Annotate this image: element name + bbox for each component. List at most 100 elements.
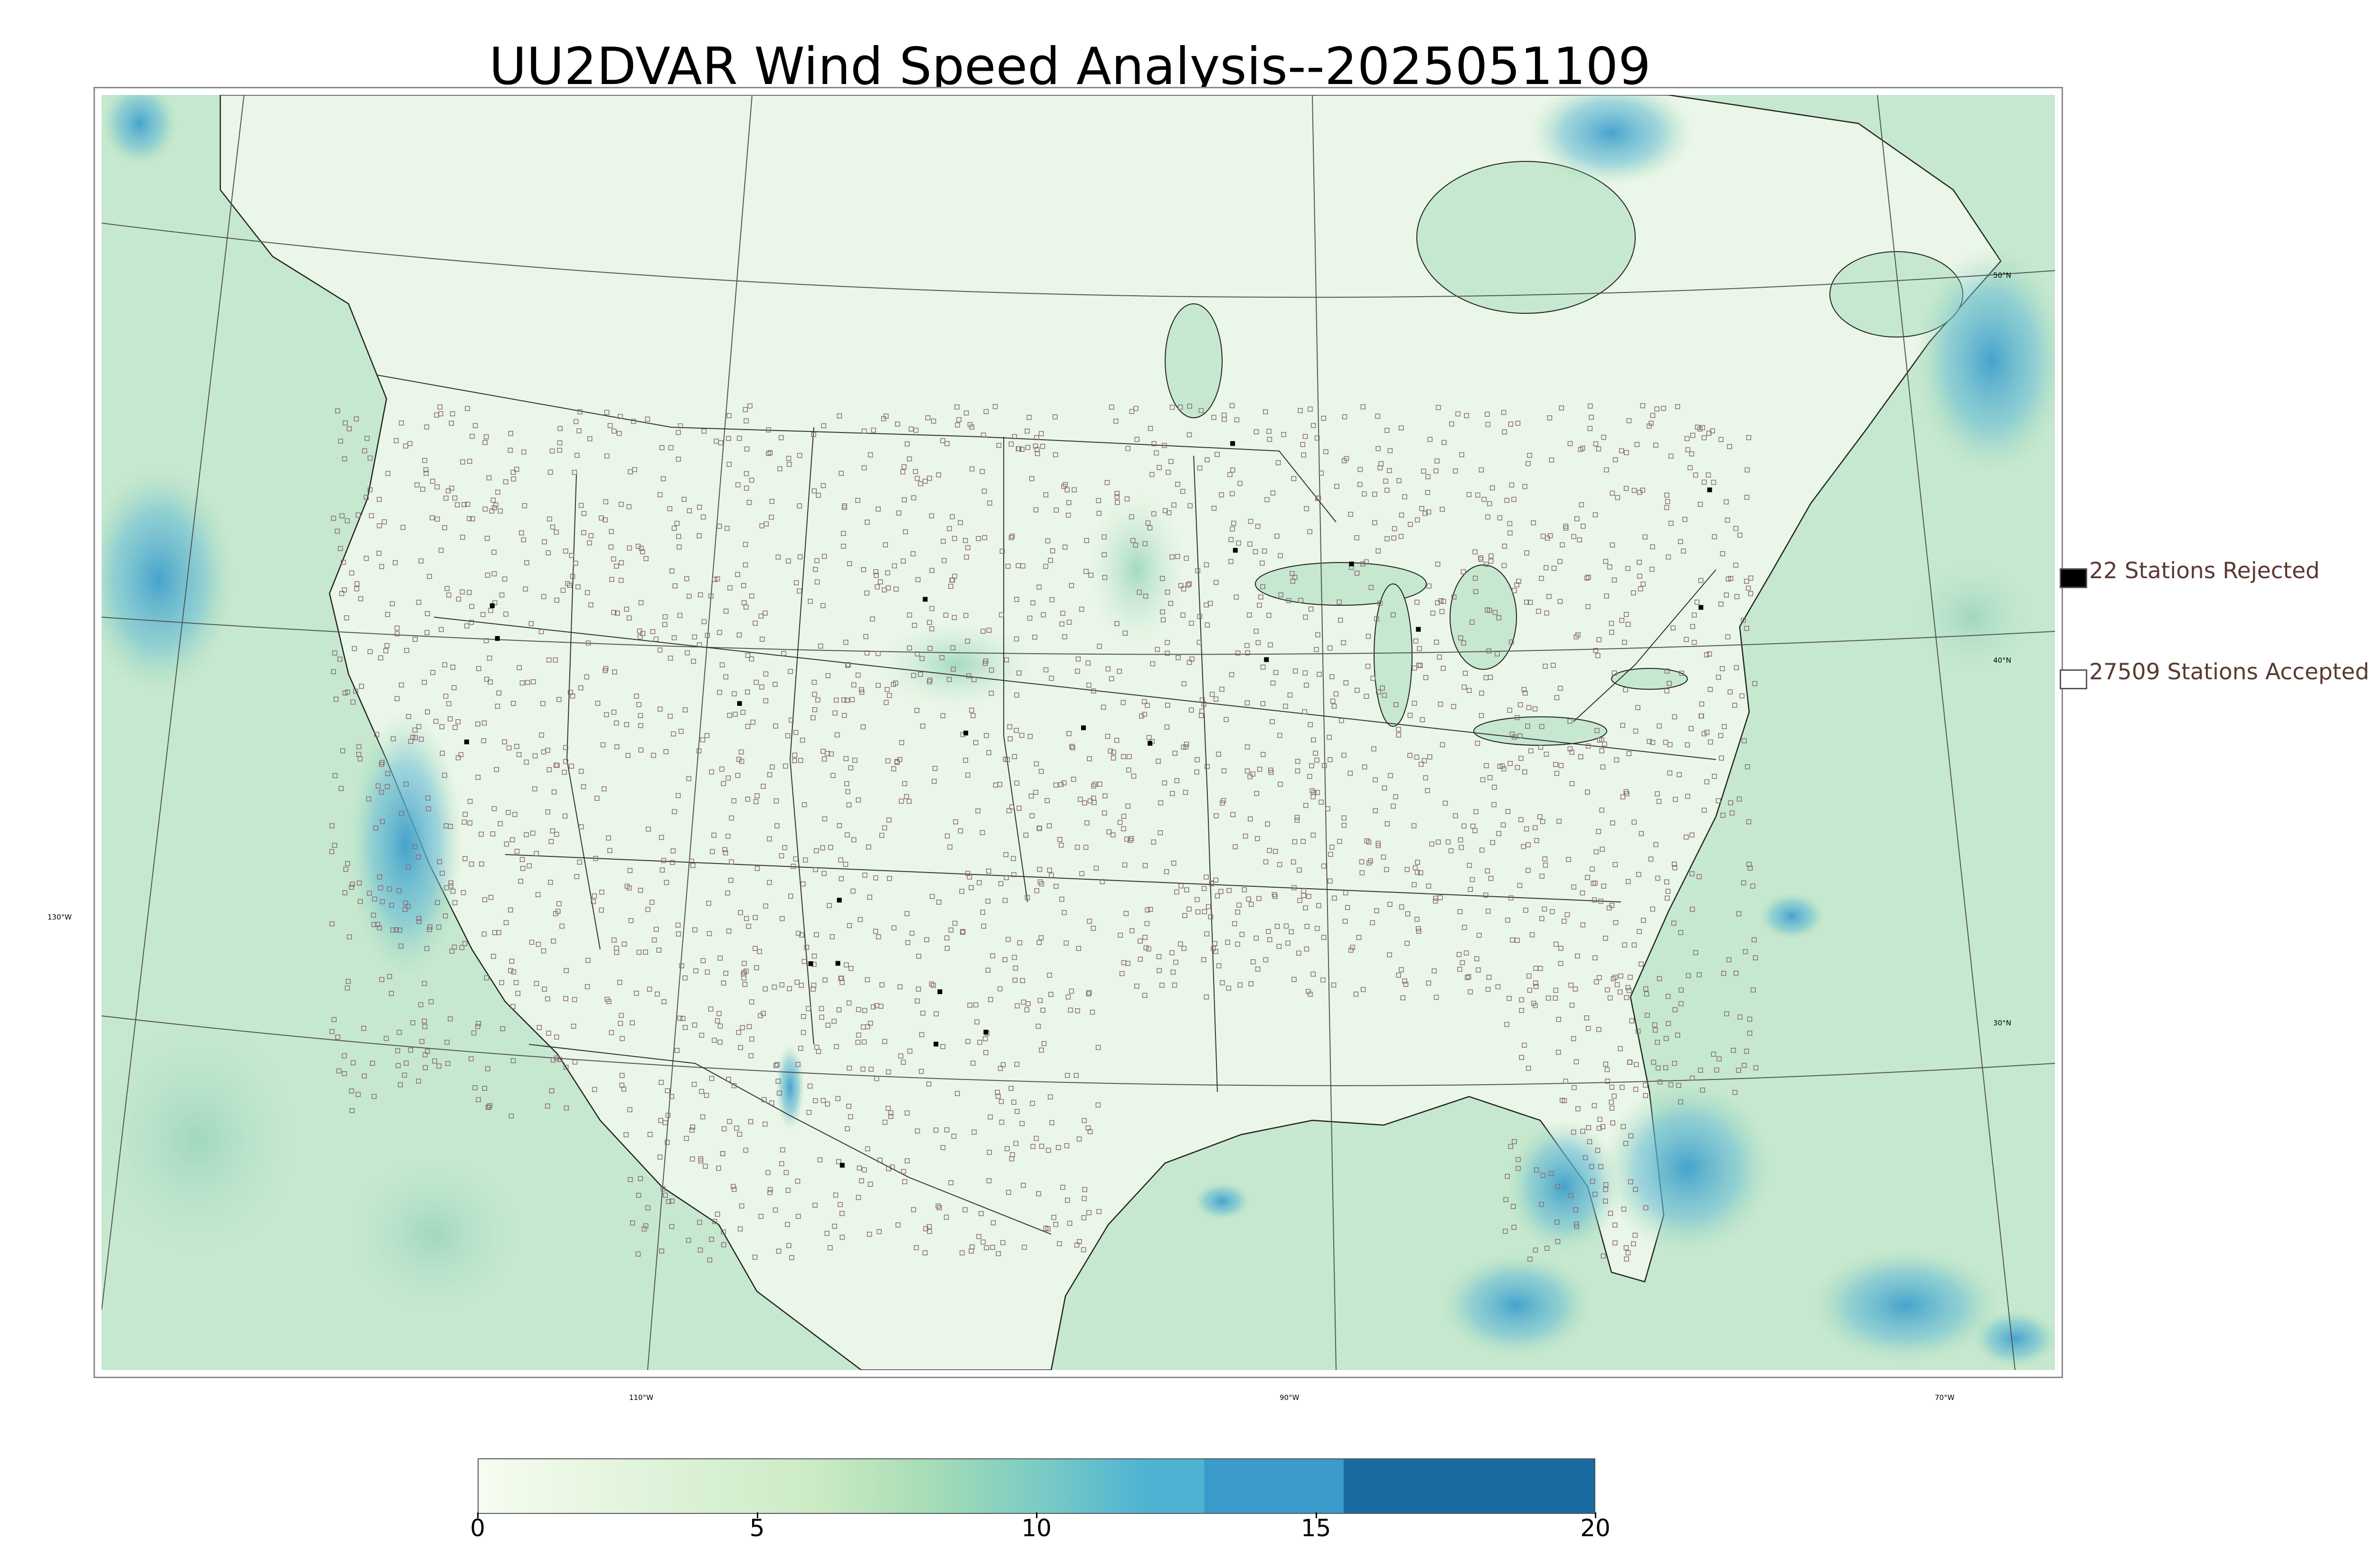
accepted-station-marker <box>935 1203 941 1209</box>
accepted-station-marker <box>462 502 467 507</box>
accepted-station-marker <box>1277 732 1282 738</box>
accepted-station-marker <box>1540 1173 1545 1178</box>
accepted-station-marker <box>1612 1222 1618 1228</box>
accepted-station-marker <box>767 880 772 885</box>
accepted-station-marker <box>855 672 861 678</box>
accepted-station-marker <box>1620 1085 1625 1090</box>
accepted-station-marker <box>709 1237 714 1242</box>
accepted-station-marker <box>999 612 1004 618</box>
accepted-station-marker <box>524 760 529 765</box>
accepted-station-marker <box>855 1040 861 1045</box>
accepted-station-marker <box>1014 1061 1019 1067</box>
accepted-station-marker <box>1372 520 1377 526</box>
accepted-station-marker <box>979 1211 984 1216</box>
accepted-station-marker <box>1181 681 1187 686</box>
accepted-station-marker <box>1727 689 1733 695</box>
accepted-station-marker <box>1268 767 1273 773</box>
accepted-station-marker <box>646 826 651 832</box>
accepted-station-marker <box>1321 864 1327 869</box>
accepted-station-marker <box>689 858 694 864</box>
accepted-station-marker <box>349 1088 354 1094</box>
accepted-station-marker <box>885 570 890 575</box>
accepted-station-marker <box>1030 1144 1036 1149</box>
accepted-station-marker <box>378 655 384 661</box>
lat-label-50n: 50°N <box>1993 271 2011 280</box>
accepted-station-marker <box>1146 946 1151 952</box>
accepted-station-marker <box>831 1018 837 1024</box>
accepted-station-marker <box>1508 895 1514 901</box>
accepted-station-marker <box>519 680 525 685</box>
accepted-station-marker <box>449 486 454 491</box>
accepted-station-marker <box>1065 487 1070 493</box>
accepted-station-marker <box>354 416 359 422</box>
accepted-station-marker <box>1253 549 1258 554</box>
accepted-station-marker <box>1596 1126 1602 1131</box>
accepted-station-marker <box>377 497 382 502</box>
accepted-station-marker <box>1004 657 1009 663</box>
accepted-station-marker <box>1075 656 1081 662</box>
accepted-station-marker <box>1724 517 1730 523</box>
accepted-station-marker <box>1013 1141 1018 1146</box>
accepted-station-marker <box>1165 640 1170 645</box>
accepted-station-marker <box>1664 668 1670 674</box>
accepted-station-marker <box>1746 585 1751 591</box>
accepted-station-marker <box>1292 839 1298 845</box>
accepted-station-marker <box>384 643 390 648</box>
accepted-station-marker <box>1516 1166 1521 1171</box>
accepted-station-marker <box>1343 890 1348 896</box>
accepted-station-marker <box>929 626 934 631</box>
accepted-station-marker <box>494 767 499 772</box>
accepted-station-marker <box>659 835 664 840</box>
accepted-station-marker <box>904 1110 910 1116</box>
accepted-station-marker <box>801 959 807 964</box>
accepted-station-marker <box>1172 751 1178 756</box>
accepted-station-marker <box>882 1039 887 1044</box>
accepted-station-marker <box>1090 1009 1095 1015</box>
hudson-bay-south <box>1416 161 1636 314</box>
accepted-station-marker <box>1684 637 1689 642</box>
accepted-station-marker <box>1673 797 1678 802</box>
accepted-station-marker <box>950 645 956 650</box>
accepted-station-marker <box>498 821 503 826</box>
accepted-station-marker <box>1380 685 1385 691</box>
accepted-station-marker <box>1508 1144 1513 1149</box>
accepted-station-marker <box>425 795 431 801</box>
accepted-station-marker <box>1664 505 1669 510</box>
accepted-station-marker <box>797 588 802 594</box>
accepted-station-marker <box>929 513 934 518</box>
accepted-station-marker <box>1678 987 1684 993</box>
accepted-station-marker <box>1479 690 1484 696</box>
accepted-station-marker <box>1178 883 1184 889</box>
accepted-station-marker <box>527 863 532 869</box>
accepted-station-marker <box>1311 737 1316 742</box>
accepted-station-marker <box>591 899 596 904</box>
accepted-station-marker <box>1086 991 1092 996</box>
accepted-station-marker <box>555 909 561 914</box>
accepted-station-marker <box>1715 798 1721 804</box>
accepted-station-marker <box>513 980 519 986</box>
accepted-station-marker <box>1418 761 1424 767</box>
accepted-station-marker <box>1439 609 1445 614</box>
accepted-station-marker <box>640 549 645 554</box>
accepted-station-marker <box>983 1050 989 1055</box>
accepted-station-marker <box>1491 802 1497 807</box>
accepted-station-marker <box>737 1131 743 1137</box>
accepted-station-marker <box>841 697 847 703</box>
accepted-station-marker <box>1499 763 1505 769</box>
accepted-station-marker <box>1573 1059 1579 1064</box>
accepted-station-marker <box>1314 435 1320 441</box>
rejected-marker-swatch <box>2060 568 2087 588</box>
accepted-station-marker <box>1507 521 1513 526</box>
accepted-station-marker <box>927 677 933 683</box>
accepted-station-marker <box>517 665 522 670</box>
accepted-station-marker <box>758 1214 764 1219</box>
accepted-station-marker <box>877 579 883 584</box>
accepted-station-marker <box>385 612 390 617</box>
accepted-station-marker <box>419 1039 424 1044</box>
accepted-station-marker <box>1384 428 1390 433</box>
accepted-station-marker <box>1610 542 1615 548</box>
accepted-station-marker <box>699 1033 705 1038</box>
accepted-station-marker <box>815 697 820 703</box>
accepted-station-marker <box>486 1105 491 1110</box>
accepted-station-marker <box>1744 1049 1749 1054</box>
